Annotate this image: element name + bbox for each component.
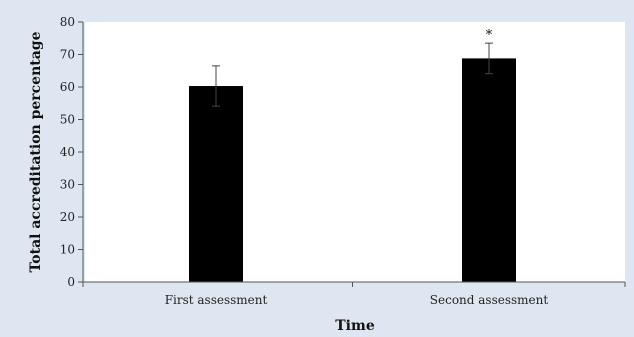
x-ticks-layer: First assessment Second assessment — [82, 282, 626, 307]
y-tick-label: 70 — [60, 48, 75, 62]
y-ticks-layer: 0 10 20 30 40 50 60 70 80 — [60, 15, 83, 289]
x-tick-label: Second assessment — [430, 293, 549, 307]
bar-1 — [189, 86, 243, 283]
bars-layer — [189, 58, 516, 283]
annotations-layer: * — [486, 28, 493, 43]
y-tick-label: 40 — [60, 145, 75, 159]
y-tick-label: 30 — [60, 178, 75, 192]
x-tick-label: First assessment — [165, 293, 268, 307]
y-tick-label: 0 — [67, 275, 75, 289]
y-tick-label: 50 — [60, 113, 75, 127]
y-axis-title: Total accreditation percentage — [28, 31, 44, 272]
error-bars-layer — [212, 42, 493, 107]
bar-2 — [462, 58, 516, 283]
error-bar-1 — [212, 65, 220, 107]
y-tick-label: 20 — [60, 210, 75, 224]
plot-area — [85, 22, 625, 282]
error-bar-2 — [485, 42, 493, 75]
y-tick-label: 10 — [60, 243, 75, 257]
x-axis-title: Time — [335, 318, 375, 334]
y-tick-label: 80 — [60, 15, 75, 29]
significance-marker-2: * — [486, 28, 493, 43]
y-tick-label: 60 — [60, 80, 75, 94]
